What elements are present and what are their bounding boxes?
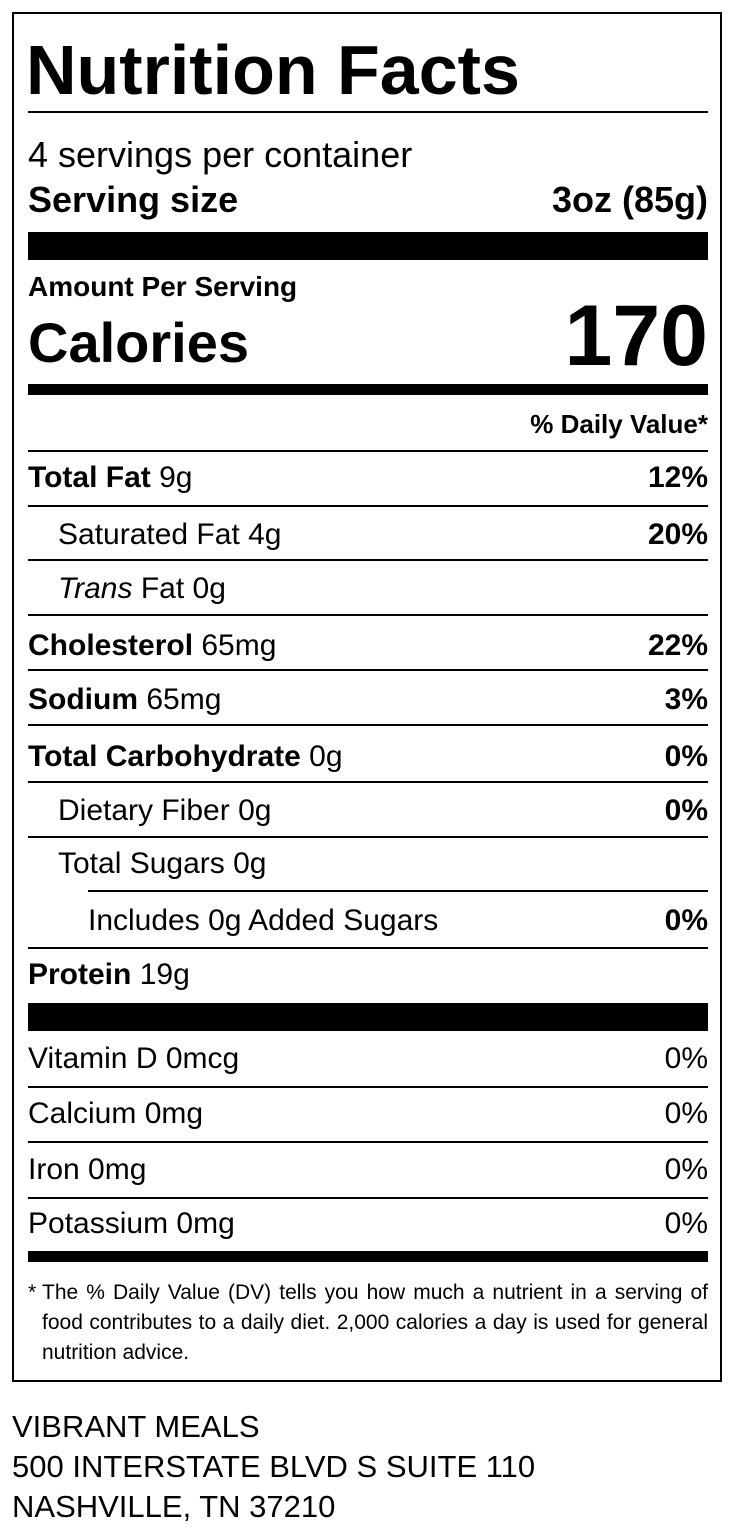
nutrient-dv: 0% xyxy=(664,904,708,937)
rule xyxy=(28,614,708,616)
nutrient-row: Total Carbohydrate 0g xyxy=(28,739,343,775)
rule xyxy=(28,836,708,838)
serving-size-value: 3oz (85g) xyxy=(551,179,708,221)
nutrient-row: Protein 19g xyxy=(28,957,190,993)
vitamin-dv: 0% xyxy=(664,1097,708,1130)
rule xyxy=(28,669,708,671)
nutrient-name: Dietary Fiber xyxy=(58,794,230,827)
thick-rule xyxy=(28,1003,708,1031)
vitamin-dv: 0% xyxy=(664,1153,708,1186)
rule xyxy=(28,781,708,783)
nutrient-amount: 65mg xyxy=(146,683,222,716)
thick-rule xyxy=(28,232,708,260)
nutrient-row: Trans Fat 0g xyxy=(58,571,226,607)
nutrient-name: Total Carbohydrate xyxy=(28,740,301,773)
medium-rule xyxy=(28,1251,708,1262)
calories-value: 170 xyxy=(564,288,709,385)
address-line: 500 INTERSTATE BLVD S SUITE 110 xyxy=(12,1449,536,1485)
nutrient-dv: 3% xyxy=(664,683,708,716)
nutrient-name-italic: Trans xyxy=(58,572,133,605)
footnote-text: The % Daily Value (DV) tells you how muc… xyxy=(42,1281,708,1364)
nutrient-amount: 65mg xyxy=(201,629,277,662)
address-line: VIBRANT MEALS xyxy=(12,1409,260,1445)
rule xyxy=(28,450,708,452)
nutrient-row: Total Sugars 0g xyxy=(58,846,266,882)
rule xyxy=(28,505,708,507)
nutrient-amount: 0g xyxy=(309,740,343,773)
nutrient-dv: 0% xyxy=(664,794,708,827)
nutrient-name: Cholesterol xyxy=(28,629,194,662)
nutrient-name: Protein xyxy=(28,958,132,991)
nutrient-amount: 19g xyxy=(139,958,190,991)
daily-value-header: % Daily Value* xyxy=(530,409,708,440)
title: Nutrition Facts xyxy=(26,31,520,109)
nutrient-dv: 0% xyxy=(664,740,708,773)
nutrient-amount: 4g xyxy=(248,518,282,551)
nutrient-row: Total Fat 9g xyxy=(28,460,193,496)
vitamin-name: Calcium 0mg xyxy=(28,1097,204,1130)
nutrient-name: Fat xyxy=(140,572,185,605)
rule xyxy=(28,111,708,113)
nutrition-label xyxy=(12,12,722,1382)
servings: 4 servings per container xyxy=(28,134,413,176)
nutrient-row: Saturated Fat 4g xyxy=(58,517,282,553)
address-line: NASHVILLE, TN 37210 xyxy=(12,1489,336,1525)
nutrient-name: Total Fat xyxy=(28,461,151,494)
vitamin-name: Iron 0mg xyxy=(28,1153,147,1186)
nutrient-name: Sodium xyxy=(28,683,138,716)
serving-size-label: Serving size xyxy=(28,179,239,221)
rule xyxy=(28,1086,708,1088)
nutrient-dv: 20% xyxy=(647,518,708,551)
rule xyxy=(28,947,708,949)
nutrient-dv: 12% xyxy=(647,461,708,494)
nutrient-row: Dietary Fiber 0g xyxy=(58,793,271,829)
vitamin-name: Potassium 0mg xyxy=(28,1207,235,1240)
medium-rule xyxy=(28,384,708,395)
vitamin-dv: 0% xyxy=(664,1207,708,1240)
vitamin-name: Vitamin D 0mcg xyxy=(28,1042,240,1075)
rule xyxy=(28,1197,708,1199)
nutrient-amount: 0g xyxy=(238,794,272,827)
nutrient-amount: 0g xyxy=(192,572,226,605)
rule xyxy=(28,1141,708,1143)
rule xyxy=(28,724,708,726)
nutrient-amount: 0g xyxy=(233,847,267,880)
rule xyxy=(28,559,708,561)
nutrient-amount: 9g xyxy=(159,461,193,494)
nutrient-name: Total Sugars xyxy=(58,847,225,880)
calories-label: Calories xyxy=(28,311,249,375)
nutrient-name: Saturated Fat xyxy=(58,518,240,551)
footnote-marker: * xyxy=(28,1281,37,1304)
nutrient-row: Cholesterol 65mg xyxy=(28,628,276,664)
nutrient-row: Sodium 65mg xyxy=(28,682,221,718)
vitamin-dv: 0% xyxy=(664,1042,708,1075)
rule xyxy=(88,890,708,892)
footnote: * The % Daily Value (DV) tells you how m… xyxy=(28,1278,708,1368)
amount-per-serving: Amount Per Serving xyxy=(28,271,298,303)
nutrient-row: Includes 0g Added Sugars xyxy=(88,903,438,939)
nutrient-dv: 22% xyxy=(647,629,708,662)
nutrient-name: Includes 0g Added Sugars xyxy=(88,904,439,937)
